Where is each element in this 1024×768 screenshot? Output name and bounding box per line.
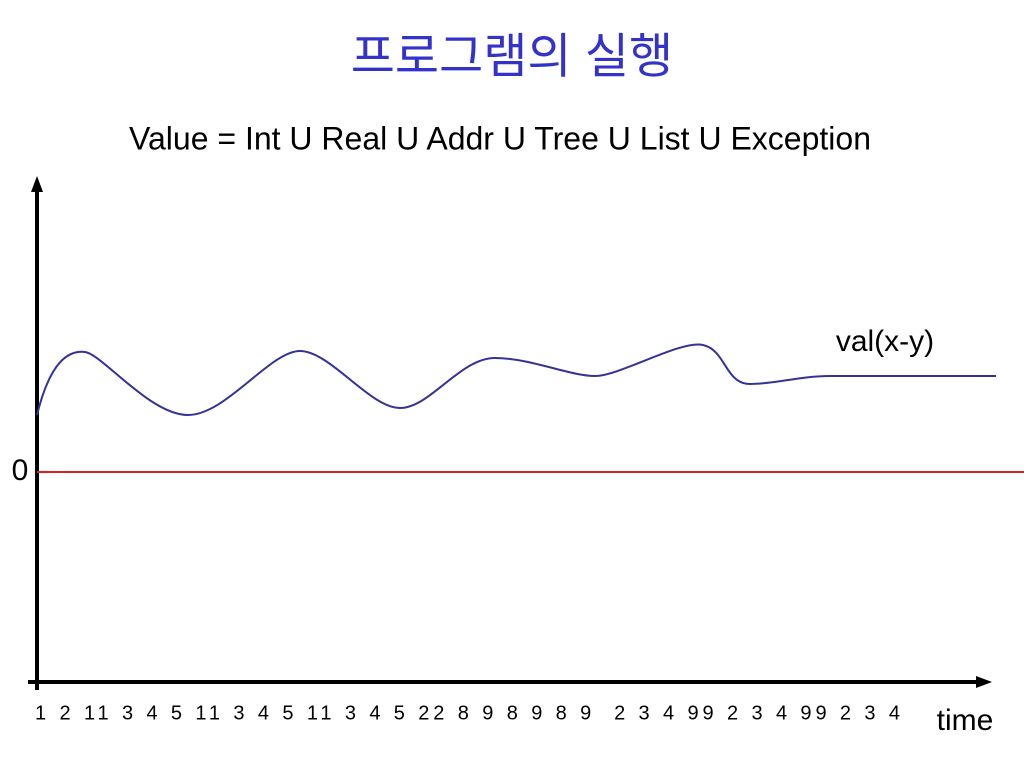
y-axis-arrow <box>31 176 43 192</box>
x-axis-arrow <box>976 676 992 688</box>
subtitle: Value = Int U Real U Addr U Tree U List … <box>129 120 871 156</box>
time-sequence: 1 2 11 3 4 5 11 3 4 5 11 3 4 5 22 8 9 8 … <box>35 702 900 724</box>
curve-label: val(x-y) <box>836 325 934 358</box>
zero-label: 0 <box>12 454 29 487</box>
slide-title: 프로그램의 실행 <box>351 31 673 84</box>
value-curve <box>36 343 996 417</box>
x-axis-label: time <box>937 704 994 737</box>
